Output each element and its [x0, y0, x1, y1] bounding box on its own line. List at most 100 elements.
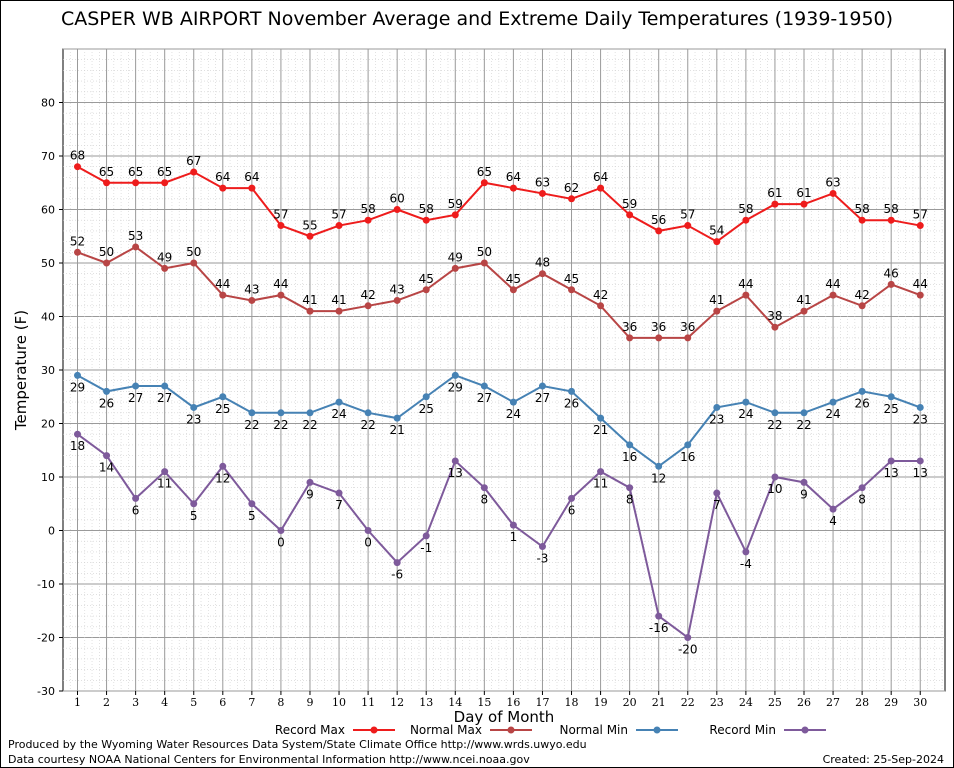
record-max-point [161, 179, 169, 187]
normal-min-point [655, 462, 663, 470]
normal-max-point [538, 270, 546, 278]
normal-min-data-label: 27 [157, 391, 172, 405]
normal-min-point [829, 398, 837, 406]
record-max-point [858, 216, 866, 224]
record-max-data-label: 62 [564, 181, 579, 195]
y-tick-label: 10 [41, 471, 55, 484]
normal-min-data-label: 22 [767, 418, 782, 432]
record-max-data-label: 61 [767, 186, 782, 200]
record-min-point [742, 548, 750, 556]
x-tick-label: 17 [535, 696, 549, 709]
x-tick-label: 27 [826, 696, 840, 709]
normal-min-data-label: 23 [913, 412, 928, 426]
normal-max-data-label: 44 [273, 277, 288, 291]
record-max-data-label: 56 [651, 213, 666, 227]
normal-min-point [277, 409, 285, 417]
normal-max-data-label: 48 [535, 256, 550, 270]
y-tick-label: 30 [41, 364, 55, 377]
normal-min-data-label: 26 [99, 396, 114, 410]
record-max-data-label: 61 [796, 186, 811, 200]
normal-min-data-label: 22 [244, 418, 259, 432]
normal-min-point [219, 393, 227, 401]
normal-min-data-label: 16 [622, 450, 637, 464]
record-max-data-label: 54 [709, 224, 724, 238]
record-max-point [190, 168, 198, 176]
record-min-point [74, 430, 81, 438]
x-tick-label: 26 [797, 696, 811, 709]
normal-min-data-label: 25 [215, 402, 230, 416]
record-min-data-label: 13 [884, 466, 899, 480]
record-min-data-label: 4 [829, 514, 837, 528]
normal-max-data-label: 49 [448, 250, 463, 264]
record-max-data-label: 68 [70, 149, 85, 163]
normal-min-data-label: 26 [564, 396, 579, 410]
y-tick-label: 0 [48, 525, 55, 538]
y-tick-label: 80 [41, 97, 55, 110]
x-tick-label: 12 [390, 696, 404, 709]
record-min-point [597, 468, 605, 476]
record-min-point [306, 478, 314, 486]
normal-min-line [77, 374, 921, 468]
record-max-data-label: 59 [622, 197, 637, 211]
normal-min-data-label: 23 [709, 412, 724, 426]
record-min-data-label: 18 [70, 439, 85, 453]
y-tick-label: 20 [41, 418, 55, 431]
record-max-point [684, 222, 692, 230]
x-tick-label: 18 [565, 696, 579, 709]
record-min-point [916, 457, 924, 465]
normal-min-data-label: 29 [70, 380, 85, 394]
record-max-data-label: 58 [884, 202, 899, 216]
x-tick-label: 7 [248, 696, 255, 709]
normal-max-point [858, 302, 866, 310]
record-min-point [161, 468, 169, 476]
record-min-point [538, 543, 546, 551]
record-min-point [713, 489, 721, 497]
normal-max-data-label: 41 [796, 293, 811, 307]
record-min-point [364, 527, 372, 534]
record-max-point [335, 222, 343, 230]
normal-min-point [364, 409, 372, 417]
record-min-point [103, 452, 111, 460]
x-tick-label: 2 [103, 696, 110, 709]
normal-max-data-label: 49 [157, 250, 172, 264]
record-min-data-label: 8 [481, 493, 489, 507]
normal-max-point [480, 259, 488, 267]
record-max-data-label: 67 [186, 154, 201, 168]
normal-min-data-label: 12 [651, 471, 666, 485]
normal-min-point [161, 382, 169, 390]
normal-max-point [161, 264, 169, 272]
record-max-data-label: 55 [302, 218, 317, 232]
x-tick-label: 13 [419, 696, 433, 709]
record-max-data-label: 64 [506, 170, 521, 184]
normal-max-data-label: 53 [128, 229, 143, 243]
normal-min-data-label: 22 [302, 418, 317, 432]
normal-max-point [74, 248, 81, 256]
normal-max-point [422, 286, 430, 294]
normal-max-data-label: 44 [738, 277, 753, 291]
normal-min-data-label: 24 [738, 407, 753, 421]
legend-label: Record Min [709, 723, 776, 737]
normal-max-data-label: 44 [215, 277, 230, 291]
normal-min-point [248, 409, 256, 417]
record-max-point [538, 189, 546, 197]
record-max-point [597, 184, 605, 192]
x-tick-label: 28 [855, 696, 869, 709]
legend-item-record-min: Record Min [709, 723, 826, 737]
legend-label: Normal Max [410, 723, 482, 737]
record-max-point [480, 179, 488, 187]
normal-max-point [655, 334, 663, 342]
record-max-data-label: 58 [738, 202, 753, 216]
x-tick-label: 25 [768, 696, 782, 709]
record-max-point [306, 232, 314, 240]
normal-min-point [451, 371, 459, 379]
record-min-data-label: 14 [99, 461, 114, 475]
record-min-point [771, 473, 779, 481]
normal-min-data-label: 24 [331, 407, 346, 421]
record-min-data-label: -6 [391, 568, 403, 582]
normal-max-data-label: 44 [913, 277, 928, 291]
record-min-point [277, 527, 285, 534]
record-max-point [742, 216, 750, 224]
y-tick-label: 50 [41, 257, 55, 270]
normal-max-data-label: 50 [186, 245, 201, 259]
record-max-point [916, 222, 924, 230]
